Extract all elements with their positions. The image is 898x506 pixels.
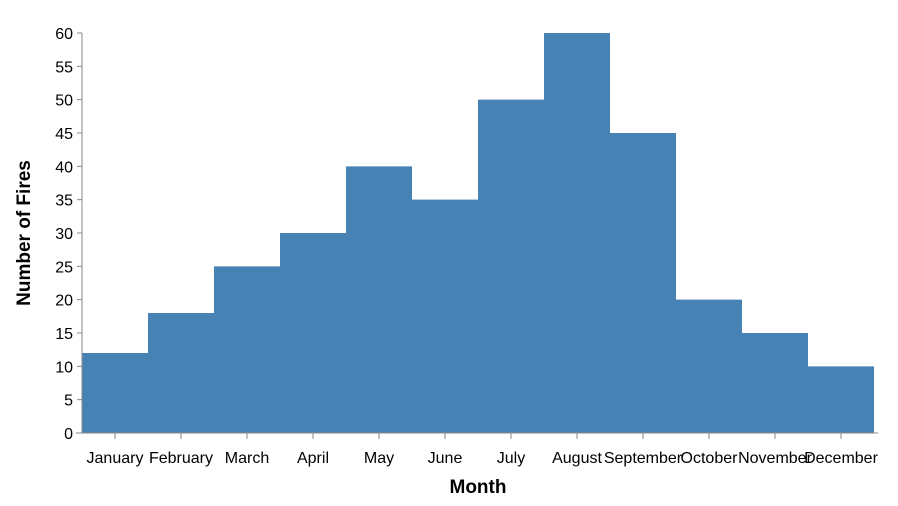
y-tick-label: 20 — [55, 293, 73, 310]
x-tick-label: June — [428, 450, 463, 467]
x-axis-title: Month — [450, 477, 507, 498]
y-tick-label: 10 — [55, 359, 73, 376]
y-tick-label: 50 — [55, 93, 73, 110]
month-step-march — [214, 266, 280, 433]
y-axis: 0 5 10 15 20 25 30 35 40 45 50 55 60 — [55, 26, 83, 443]
y-axis-title: Number of Fires — [14, 160, 35, 306]
y-tick-label: 55 — [55, 59, 73, 76]
x-tick-label: October — [681, 450, 739, 467]
month-step-august — [544, 33, 610, 433]
x-tick-label: August — [552, 450, 602, 467]
x-axis: January February March April May June July Augu… — [76, 432, 879, 467]
fires-area — [82, 33, 874, 433]
x-tick-label: July — [497, 450, 525, 467]
y-tick-label: 45 — [55, 126, 73, 143]
x-tick-label: February — [149, 450, 213, 467]
x-tick-label: January — [87, 450, 144, 467]
y-tick-label: 40 — [55, 159, 73, 176]
month-step-november — [742, 333, 808, 433]
x-tick-label: April — [297, 450, 329, 467]
x-tick-label: May — [364, 450, 394, 467]
month-step-april — [280, 233, 346, 433]
x-tick-label: November — [738, 450, 812, 467]
x-tick-label: September — [604, 450, 683, 467]
month-step-june — [412, 200, 478, 433]
month-step-may — [346, 166, 412, 433]
month-step-january — [82, 353, 148, 433]
y-tick-label: 25 — [55, 259, 73, 276]
month-step-december — [808, 366, 874, 433]
month-step-february — [148, 313, 214, 433]
y-tick-label: 30 — [55, 226, 73, 243]
plot-area — [82, 33, 874, 433]
month-step-september — [610, 133, 676, 433]
y-tick-label: 15 — [55, 326, 73, 343]
y-tick-label: 60 — [55, 26, 73, 43]
y-tick-label: 5 — [64, 393, 73, 410]
month-step-october — [676, 300, 742, 433]
month-step-july — [478, 100, 544, 433]
x-tick-label: December — [804, 450, 878, 467]
y-tick-label: 0 — [64, 426, 73, 443]
x-tick-label: March — [225, 450, 269, 467]
y-tick-label: 35 — [55, 193, 73, 210]
